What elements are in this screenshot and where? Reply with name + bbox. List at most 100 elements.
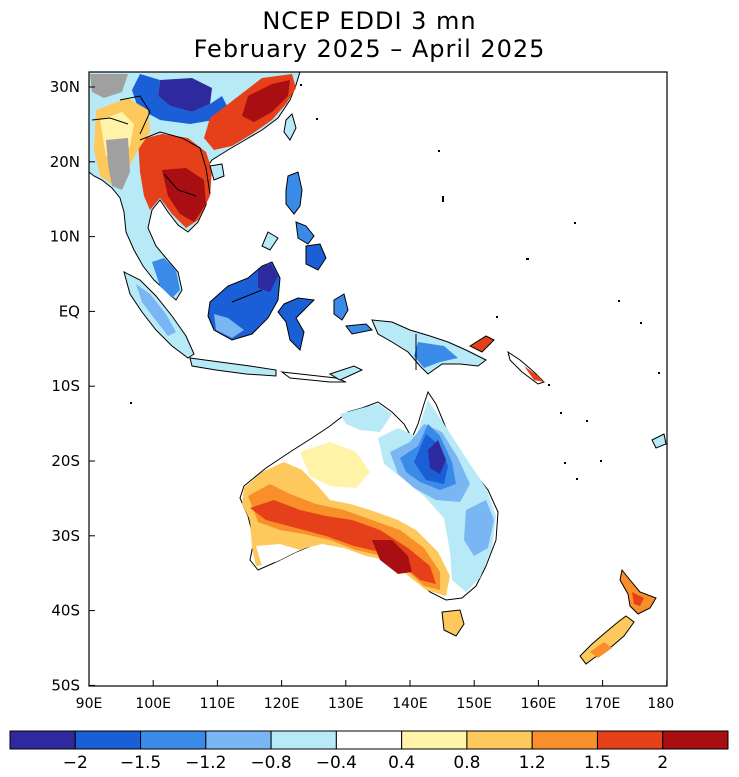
islet	[574, 222, 576, 224]
lat-label: 20N	[50, 153, 80, 171]
land-hainan	[209, 163, 225, 181]
colorbar-label: 0.8	[453, 753, 480, 773]
lon-label: 160E	[521, 696, 557, 712]
land-nusa-tenggara	[280, 371, 347, 383]
colorbar-swatch	[335, 730, 403, 750]
islet	[658, 372, 660, 374]
border-line	[231, 289, 263, 303]
colorbar-swatch	[205, 730, 272, 750]
lon-label: 120E	[264, 696, 300, 712]
colorbar-swatch	[466, 730, 533, 750]
anomaly-red-south	[250, 500, 436, 584]
lon-label: 170E	[585, 696, 621, 712]
islet	[300, 84, 302, 86]
anomaly-darkred-south-china	[242, 80, 290, 122]
anomaly-blue-sumatra	[136, 284, 176, 336]
islet	[586, 420, 588, 422]
missing-data-patch	[106, 138, 130, 190]
border-line	[163, 173, 197, 197]
colorbar-label: −2	[63, 753, 88, 773]
lat-label: 20S	[51, 452, 80, 470]
missing-data-patch-north	[90, 74, 128, 98]
anomaly-blue-peninsula	[152, 258, 180, 298]
colorbar-swatch	[270, 730, 337, 750]
islet	[600, 460, 602, 462]
colorbar-label: −1.5	[120, 753, 161, 773]
land-fiji	[651, 433, 667, 449]
colorbar-swatch	[9, 730, 76, 750]
islet	[316, 118, 318, 120]
anomaly-darkred-sa	[372, 540, 412, 574]
islet	[564, 462, 566, 464]
lon-label: 90E	[76, 696, 103, 712]
colorbar-swatch	[74, 730, 142, 750]
anomaly-blue-new-guinea	[414, 342, 458, 368]
land-mindanao	[305, 243, 327, 271]
land-nz-south	[579, 615, 635, 665]
lon-label: 110E	[200, 696, 236, 712]
islet	[618, 300, 620, 302]
colorbar-label: 0.4	[388, 753, 415, 773]
islet	[130, 402, 132, 404]
land-timor	[328, 365, 364, 381]
lon-label: 140E	[392, 696, 428, 712]
anomaly-mid-blue-north	[132, 74, 230, 124]
colorbar-label: −1.2	[185, 753, 226, 773]
border-line	[139, 131, 211, 195]
islet	[526, 258, 529, 260]
anomaly-white-sw	[256, 544, 300, 566]
land-visayas	[295, 221, 315, 245]
latitude-axis: 30N 20N 10N EQ 10S 20S 30S 40S 50S	[50, 78, 95, 694]
landmass-group	[89, 72, 667, 665]
islet	[548, 384, 550, 386]
land-seram	[345, 323, 374, 335]
chart-title-line1: NCEP EDDI 3 mn	[262, 7, 477, 35]
land-java	[189, 357, 277, 377]
colorbar-swatch	[596, 730, 664, 750]
pacific-islets	[130, 84, 660, 480]
colorbar-label: −0.8	[250, 753, 291, 773]
anomaly-deep-blue-qld	[428, 440, 446, 474]
colorbar-label: 2	[657, 753, 668, 773]
islet	[640, 322, 642, 324]
anomaly-blue-nsw	[464, 500, 494, 556]
land-maluku	[333, 293, 349, 321]
colorbar-label: −0.4	[316, 753, 357, 773]
lat-label: EQ	[59, 302, 80, 320]
lon-label: 150E	[456, 696, 492, 712]
anomaly-lightblue-borneo	[214, 314, 244, 338]
land-nz-north	[619, 568, 657, 615]
lon-label: 100E	[135, 696, 171, 712]
colorbar	[9, 730, 729, 750]
colorbar-swatch	[140, 730, 207, 750]
lon-label: 180	[647, 696, 674, 712]
land-new-britain	[468, 335, 495, 353]
anomaly-yellow-interior	[300, 442, 370, 488]
islet	[560, 412, 562, 414]
colorbar-labels: −2 −1.5 −1.2 −0.8 −0.4 0.4 0.8 1.2 1.5 2	[63, 753, 668, 773]
anomaly-deep-blue-north	[158, 78, 212, 112]
islet	[576, 478, 578, 480]
colorbar-swatch	[662, 730, 729, 750]
map-frame	[88, 71, 668, 687]
border-line	[91, 117, 129, 125]
longitude-axis: 90E 100E 110E 120E 130E 140E 150E 160E 170E 180	[76, 680, 674, 712]
land-sulawesi	[277, 297, 316, 351]
anomaly-lightblue-north-aus	[340, 404, 392, 432]
lat-label: 50S	[51, 676, 80, 694]
islet	[438, 150, 440, 152]
land-tasmania	[441, 609, 465, 637]
land-luzon	[285, 171, 303, 215]
land-solomons-red	[524, 366, 544, 382]
islet	[442, 196, 444, 202]
anomaly-red-nz-north	[632, 592, 644, 606]
chart-title-line2: February 2025 – April 2025	[193, 35, 546, 63]
lat-label: 30N	[50, 78, 80, 96]
border-line	[119, 95, 151, 135]
colorbar-label: 1.2	[519, 753, 546, 773]
land-palawan	[261, 231, 279, 251]
lat-label: 10S	[51, 377, 80, 395]
anomaly-darkred-indochina	[162, 168, 206, 222]
borders-group	[91, 95, 417, 370]
